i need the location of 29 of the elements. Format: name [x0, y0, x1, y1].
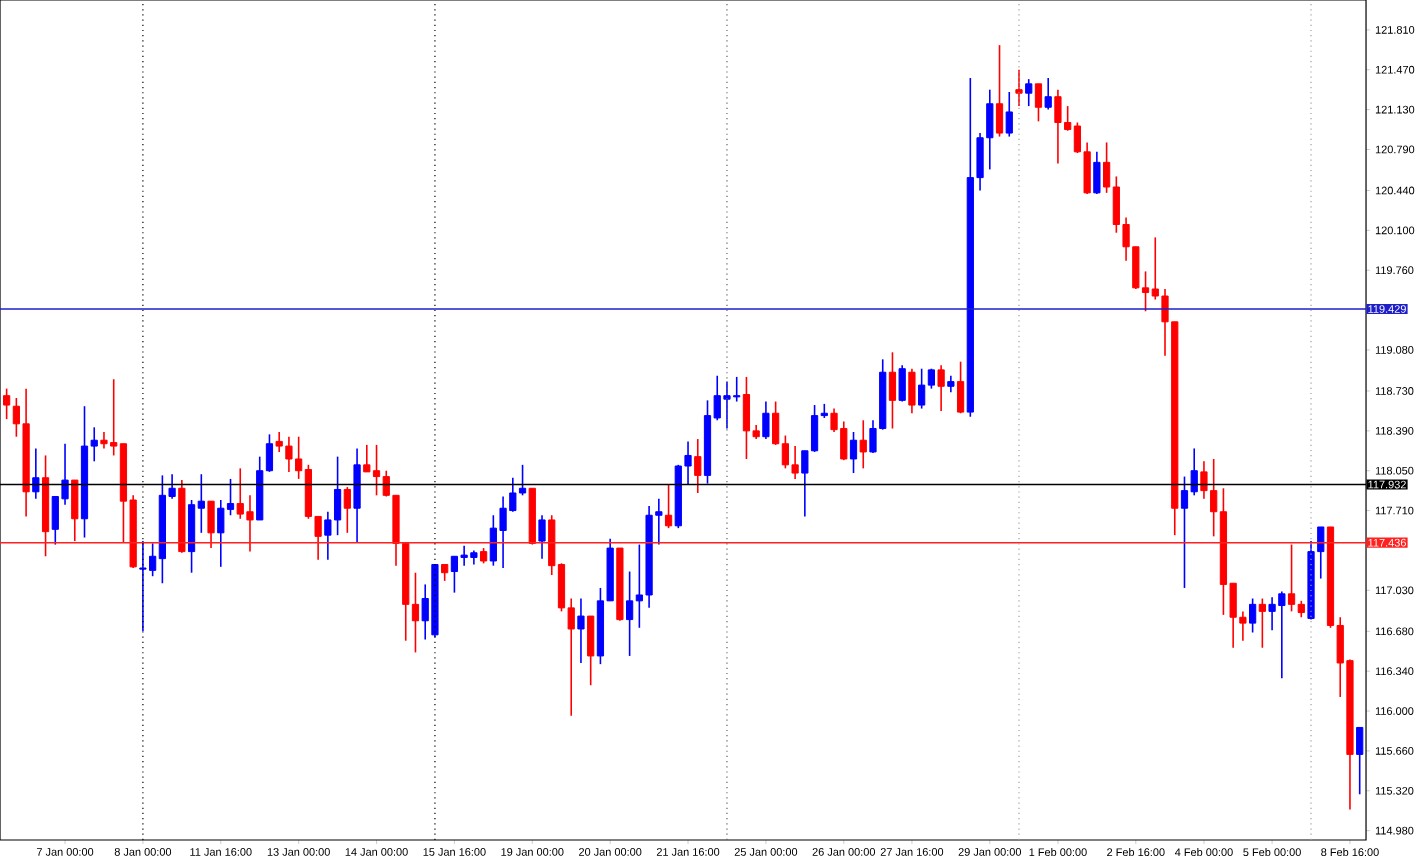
candlestick [1044, 77, 1052, 111]
candlestick [859, 419, 867, 470]
candlestick [3, 387, 11, 420]
candlestick [587, 615, 595, 687]
candlestick [1025, 78, 1033, 107]
candlestick [956, 360, 965, 415]
candlestick [898, 364, 906, 403]
candlestick [1258, 597, 1266, 649]
candlestick [1034, 83, 1043, 123]
candlestick [343, 486, 351, 534]
candlestick [353, 447, 361, 544]
candlestick [762, 400, 770, 440]
candlestick [1005, 91, 1013, 138]
candlestick [207, 500, 215, 549]
candlestick [694, 438, 702, 494]
candlestick [1093, 151, 1101, 195]
candlestick [1249, 597, 1257, 634]
candlestick [888, 351, 897, 430]
candlestick [1356, 726, 1364, 796]
candlestick [71, 479, 79, 542]
candlestick [1015, 68, 1023, 107]
candlestick [577, 597, 585, 664]
candlestick [538, 514, 546, 560]
candlestick [849, 431, 858, 474]
candlestick [908, 367, 916, 415]
candlestick [32, 447, 40, 500]
candlestick [995, 44, 1004, 138]
candlestick [664, 483, 673, 529]
candlestick [937, 364, 945, 412]
